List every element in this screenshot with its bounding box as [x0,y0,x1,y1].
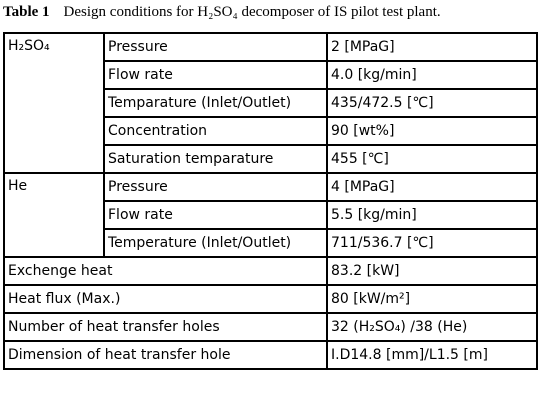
table-row: He Pressure 4 [MPaG] [3,172,538,258]
table-row: Number of heat transfer holes 32 (H₂SO₄) … [3,312,538,342]
parameter: Concentration [103,116,328,146]
table-row: H₂SO₄ Pressure 2 [MPaG] [3,32,538,174]
parameter: Temperature (Inlet/Outlet) [103,228,328,258]
design-table: H₂SO₄ Pressure 2 [MPaG] Flow rate 4.0 [kg/mi… [3,32,538,370]
table-label: Table 1 [3,4,50,20]
value: 80 [kW/m²] [326,284,538,314]
table-caption: Table 1 Design conditions for H₂SO₄ decom… [3,4,441,21]
group-name: He [3,172,105,258]
parameter: Saturation temparature [103,144,328,174]
table-row: Temparature (Inlet/Outlet) 435/472.5 [℃] [4,88,538,118]
value: 83.2 [kW] [326,256,538,286]
table-row: Flow rate 4.0 [kg/min] [4,60,538,90]
parameter: Flow rate [103,60,328,90]
caption-text: Design conditions for H₂SO₄ decomposer o… [63,4,441,20]
table-row: Concentration 90 [wt%] [4,116,538,146]
table-row: Saturation temparature 455 [℃] [4,144,538,174]
parameter: Pressure [103,172,328,202]
parameter: Pressure [103,32,328,62]
table-row: Temperature (Inlet/Outlet) 711/536.7 [℃] [4,228,538,258]
parameter: Dimension of heat transfer hole [3,340,328,370]
value: 2 [MPaG] [326,32,538,62]
group-name: H₂SO₄ [3,32,105,174]
parameter: Exchenge heat [3,256,328,286]
value: 711/536.7 [℃] [326,228,538,258]
table-row: Flow rate 5.5 [kg/min] [4,200,538,230]
value: 4.0 [kg/min] [326,60,538,90]
value: 32 (H₂SO₄) /38 (He) [326,312,538,342]
value: 4 [MPaG] [326,172,538,202]
value: I.D14.8 [mm]/L1.5 [m] [326,340,538,370]
parameter: Flow rate [103,200,328,230]
parameter: Heat flux (Max.) [3,284,328,314]
value: 90 [wt%] [326,116,538,146]
table-row: Dimension of heat transfer hole I.D14.8 [… [3,340,538,370]
table-row: Exchenge heat 83.2 [kW] [3,256,538,286]
value: 435/472.5 [℃] [326,88,538,118]
parameter: Number of heat transfer holes [3,312,328,342]
table-row: Heat flux (Max.) 80 [kW/m²] [3,284,538,314]
value: 5.5 [kg/min] [326,200,538,230]
parameter: Temparature (Inlet/Outlet) [103,88,328,118]
value: 455 [℃] [326,144,538,174]
